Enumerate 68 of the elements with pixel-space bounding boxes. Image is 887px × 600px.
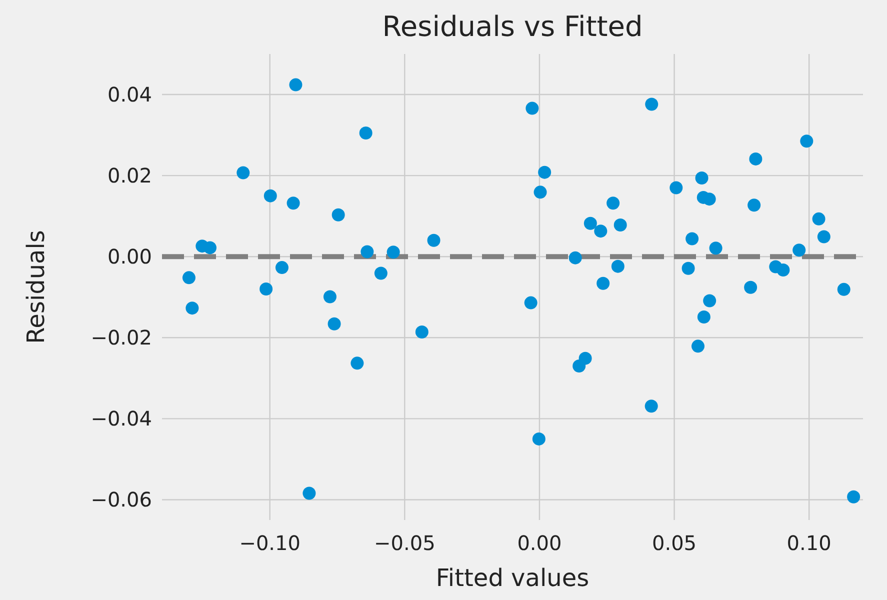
point	[611, 260, 624, 273]
point	[286, 196, 300, 210]
point	[203, 241, 216, 254]
point	[697, 310, 710, 324]
point	[289, 78, 302, 92]
point	[792, 244, 806, 257]
point	[236, 166, 250, 180]
y-tick-label: 0.00	[107, 244, 152, 269]
point	[837, 282, 850, 296]
point	[532, 432, 546, 446]
point	[260, 282, 273, 296]
point	[186, 302, 199, 315]
y-tick-label: −0.04	[90, 406, 152, 431]
y-tick-label: −0.02	[90, 326, 152, 350]
point	[644, 400, 658, 413]
point	[817, 230, 830, 244]
point	[538, 166, 552, 179]
point	[744, 280, 758, 294]
point	[847, 490, 860, 504]
point	[524, 296, 538, 310]
point	[695, 171, 708, 184]
y-tick-label: 0.02	[107, 164, 152, 188]
point	[427, 234, 440, 247]
chart-title: Residuals vs Fitted	[382, 10, 643, 43]
point	[568, 251, 582, 264]
point	[332, 208, 345, 222]
point	[572, 360, 586, 373]
point	[702, 192, 716, 206]
point	[606, 196, 620, 210]
x-axis-title: Fitted values	[436, 564, 590, 592]
point	[709, 242, 722, 255]
point	[686, 232, 699, 246]
point	[748, 198, 761, 212]
point	[812, 212, 826, 226]
y-tick-label: −0.06	[90, 488, 152, 512]
point	[415, 325, 428, 338]
x-tick-label: 0.05	[652, 531, 697, 555]
point	[594, 224, 608, 238]
point	[328, 317, 341, 330]
x-tick-label: 0.00	[517, 531, 562, 555]
point	[526, 102, 539, 115]
point	[749, 152, 762, 166]
y-tick-label: 0.04	[107, 82, 152, 107]
point	[776, 263, 790, 276]
point	[182, 271, 196, 284]
point	[614, 218, 627, 232]
point	[645, 98, 658, 111]
point	[691, 340, 704, 353]
point	[534, 186, 547, 199]
x-tick-label: −0.10	[239, 531, 300, 555]
point	[264, 189, 277, 202]
point	[670, 181, 683, 194]
point	[323, 290, 336, 304]
point	[682, 262, 695, 275]
point	[350, 356, 364, 370]
point	[360, 245, 374, 258]
point	[584, 216, 597, 230]
point	[386, 246, 400, 259]
x-tick-label: 0.10	[786, 531, 832, 555]
point	[374, 266, 388, 280]
point	[359, 126, 372, 140]
point	[275, 261, 288, 274]
y-axis-title: Residuals	[22, 230, 50, 344]
point	[302, 486, 316, 500]
x-tick-label: −0.05	[374, 531, 436, 555]
point	[800, 134, 814, 148]
point	[703, 294, 716, 308]
point	[596, 276, 610, 290]
